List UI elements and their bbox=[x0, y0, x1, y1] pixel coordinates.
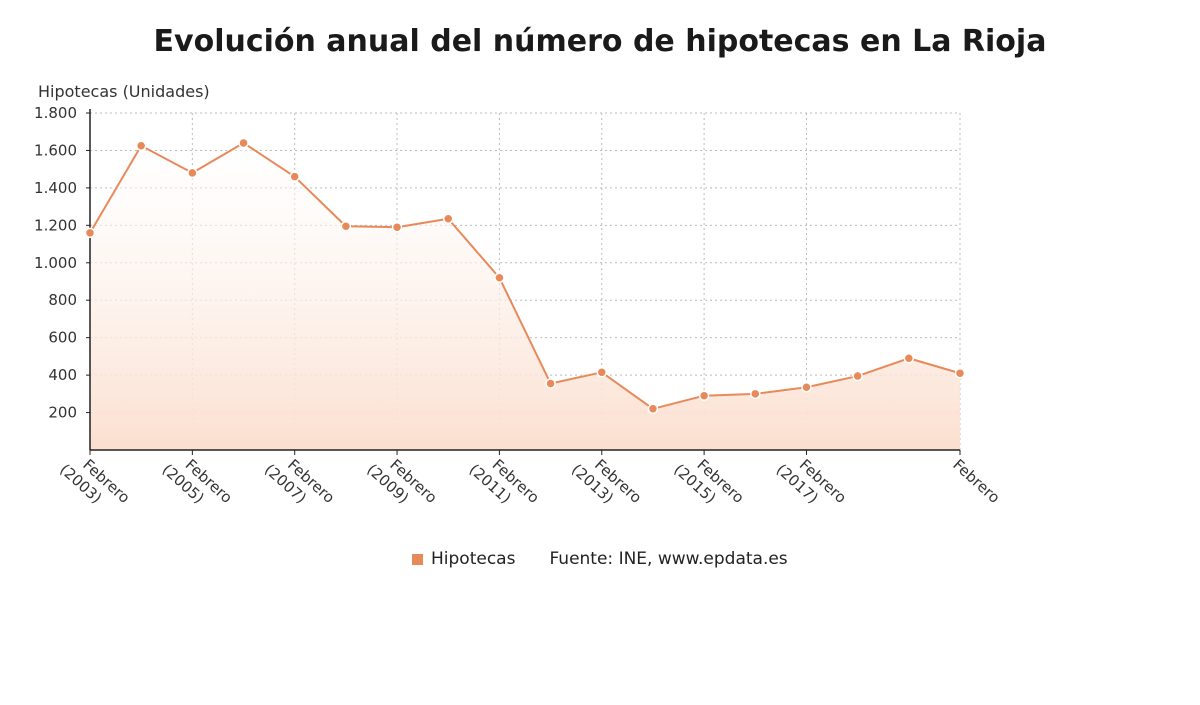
legend-label: Hipotecas bbox=[431, 549, 516, 569]
data-point[interactable] bbox=[84, 227, 96, 239]
source-note: Fuente: INE, www.epdata.es bbox=[549, 549, 788, 569]
x-tick-label: Febrero(2005) bbox=[159, 446, 236, 521]
data-points bbox=[84, 137, 966, 415]
y-tick-label: 1.600 bbox=[34, 141, 77, 159]
y-tick-labels: 200 400 600 800 1.000 1.200 1.400 1.600 1.800 bbox=[34, 104, 90, 422]
data-point[interactable] bbox=[698, 390, 710, 401]
y-tick-label: 1.800 bbox=[34, 104, 77, 122]
data-point[interactable] bbox=[954, 367, 966, 379]
data-point[interactable] bbox=[545, 378, 556, 389]
data-point[interactable] bbox=[187, 167, 198, 179]
y-tick-label: 400 bbox=[48, 366, 77, 384]
data-point[interactable] bbox=[852, 370, 863, 382]
axes bbox=[89, 109, 960, 451]
legend-swatch bbox=[412, 553, 423, 565]
legend: Hipotecas Fuente: INE, www.epdata.es bbox=[412, 549, 788, 569]
x-tick-labels: Febrero(2003) Febrero(2005) Febrero(2007) F… bbox=[56, 446, 1003, 521]
x-tick-label: Febrero(2013) bbox=[568, 446, 645, 521]
y-tick-label: 800 bbox=[48, 291, 77, 309]
x-tick-label: Febrero(2003) bbox=[56, 446, 133, 521]
area-fill-layer bbox=[90, 142, 960, 450]
x-tick-label: Febrero(2015) bbox=[670, 446, 747, 521]
series-line-layer bbox=[89, 141, 961, 410]
data-point[interactable] bbox=[340, 221, 352, 232]
y-tick-label: 200 bbox=[48, 404, 77, 422]
data-point[interactable] bbox=[801, 382, 812, 393]
x-tick-label: Febrero bbox=[949, 456, 1003, 507]
series-area bbox=[90, 142, 960, 450]
data-point[interactable] bbox=[494, 272, 505, 284]
data-point[interactable] bbox=[596, 367, 608, 378]
data-point[interactable] bbox=[903, 353, 915, 364]
y-tick-label: 1.000 bbox=[34, 254, 77, 272]
data-point[interactable] bbox=[442, 213, 454, 225]
x-tick-label: Febrero(2017) bbox=[773, 446, 850, 521]
y-tick-label: 1.400 bbox=[34, 179, 77, 197]
y-tick-label: 600 bbox=[48, 329, 77, 347]
y-axis-label: Hipotecas (Unidades) bbox=[38, 82, 210, 101]
data-point[interactable] bbox=[238, 137, 249, 149]
x-tick-label: Febrero(2011) bbox=[466, 446, 543, 521]
data-point[interactable] bbox=[289, 171, 300, 182]
data-point[interactable] bbox=[750, 388, 761, 400]
series-line bbox=[89, 141, 961, 410]
data-point[interactable] bbox=[391, 221, 403, 233]
x-tick-label: Febrero(2009) bbox=[363, 446, 440, 521]
chart-title: Evolución anual del número de hipotecas … bbox=[153, 24, 1047, 59]
data-point[interactable] bbox=[647, 403, 659, 415]
y-tick-label: 1.200 bbox=[34, 216, 77, 234]
x-tick-label: Febrero(2007) bbox=[261, 446, 338, 521]
data-point[interactable] bbox=[135, 140, 147, 152]
